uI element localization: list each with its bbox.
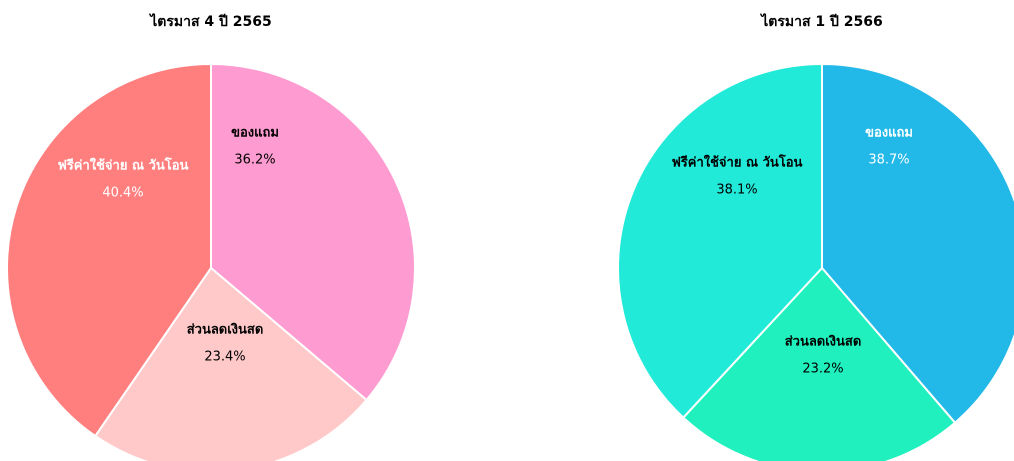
slice-label: ส่วนลดเงินสด xyxy=(187,323,264,338)
slice-label: ของแถม xyxy=(865,126,913,141)
slice-label: ส่วนลดเงินสด xyxy=(785,335,862,350)
chart-title: ไตรมาส 4 ปี 2565 xyxy=(148,12,272,30)
slice-value-label: 40.4% xyxy=(102,186,143,201)
slice-label: ของแถม xyxy=(231,126,279,141)
slice-label: ฟรีค่าใช้จ่าย ณ วันโอน xyxy=(58,157,189,174)
slice-value-label: 38.1% xyxy=(716,183,757,198)
chart-title: ไตรมาส 1 ปี 2566 xyxy=(759,12,883,30)
slice-value-label: 36.2% xyxy=(234,153,275,168)
slice-label: ฟรีค่าใช้จ่าย ณ วันโอน xyxy=(672,154,803,171)
slice-value-label: 38.7% xyxy=(868,153,909,168)
slice-value-label: 23.4% xyxy=(204,350,245,365)
page: ไตรมาส 4 ปี 2565 ของแถม 36.2% ส่วนลดเงินสด 2… xyxy=(0,0,1014,461)
slice-value-label: 23.2% xyxy=(802,362,843,377)
